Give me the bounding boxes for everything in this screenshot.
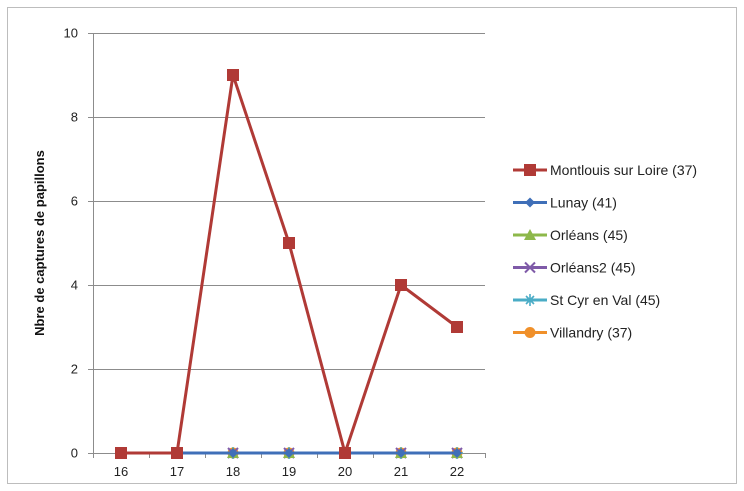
legend-marker [524, 261, 536, 274]
y-tick-label: 0 [71, 446, 78, 461]
data-point [451, 321, 463, 333]
legend-label: Montlouis sur Loire (37) [550, 162, 697, 178]
y-tick-label: 10 [64, 26, 78, 41]
legend-marker [524, 327, 536, 338]
chart-frame [7, 7, 737, 484]
x-tick-label: 18 [226, 464, 240, 479]
legend-item: Orléans (45) [513, 227, 628, 243]
legend-marker [524, 294, 536, 306]
x-tick-label: 19 [282, 464, 296, 479]
series-0 [115, 69, 463, 459]
data-point [171, 447, 183, 459]
y-tick-label: 2 [71, 362, 78, 377]
legend-label: Orléans2 (45) [550, 260, 636, 276]
data-point [395, 279, 407, 291]
legend-item: Orléans2 (45) [513, 260, 636, 276]
legend-item: Lunay (41) [513, 195, 617, 211]
x-tick-label: 21 [394, 464, 408, 479]
legend-item: Villandry (37) [513, 325, 632, 341]
legend-label: Orléans (45) [550, 227, 628, 243]
data-point [228, 448, 238, 458]
y-axis-title: Nbre de captures de papillons [32, 150, 47, 336]
x-tick-label: 17 [170, 464, 184, 479]
grid-lines [93, 33, 485, 370]
legend-label: St Cyr en Val (45) [550, 292, 660, 308]
data-point [227, 69, 239, 81]
data-point [339, 447, 351, 459]
data-point [284, 448, 294, 458]
legend-marker [525, 197, 535, 208]
tick-labels: 0 2 4 6 8 10 16 17 18 19 20 21 22 [64, 26, 465, 480]
legend-item: Montlouis sur Loire (37) [513, 162, 697, 178]
data-point [283, 237, 295, 249]
data-point [396, 448, 406, 458]
y-tick-label: 8 [71, 110, 78, 125]
legend-marker [524, 229, 536, 240]
legend-label: Villandry (37) [550, 325, 632, 341]
x-tick-label: 16 [114, 464, 128, 479]
legend: Montlouis sur Loire (37) Lunay (41) Orléan… [513, 162, 697, 341]
legend-label: Lunay (41) [550, 195, 617, 211]
x-tick-label: 22 [450, 464, 464, 479]
legend-item: St Cyr en Val (45) [513, 292, 660, 308]
legend-marker [524, 164, 536, 176]
y-tick-label: 4 [71, 278, 78, 293]
series-lines [115, 69, 463, 459]
y-tick-label: 6 [71, 194, 78, 209]
data-point [452, 448, 462, 458]
x-tick-label: 20 [338, 464, 352, 479]
data-point [115, 447, 127, 459]
